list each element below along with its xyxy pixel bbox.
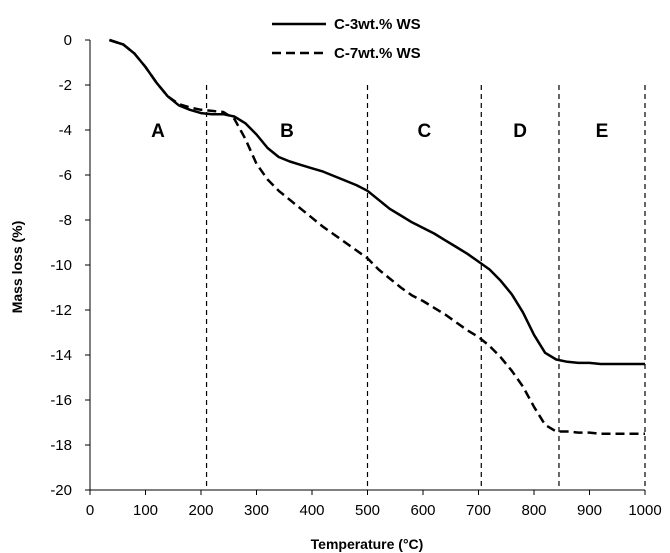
region-label-e: E [596,121,609,142]
x-tick-label: 100 [133,502,158,519]
x-tick-label: 600 [410,502,435,519]
x-tick-label: 900 [577,502,602,519]
series-lines [109,38,645,436]
legend-label-series-1: C-3wt.% WS [334,16,421,33]
region-label-b: B [280,121,294,142]
series-line-2 [109,38,645,436]
y-tick-label: -4 [59,122,72,139]
x-tick-label: 700 [466,502,491,519]
legend-label-series-2: C-7wt.% WS [334,45,421,62]
region-boundaries [205,85,646,490]
x-tick-label: 200 [188,502,213,519]
y-tick-label: -20 [50,482,72,499]
legend: C-3wt.% WS C-7wt.% WS [272,16,421,62]
y-tick-label: -18 [50,437,72,454]
x-tick-label: 500 [355,502,380,519]
y-tick-label: -16 [50,392,72,409]
y-tick-label: -2 [59,77,72,94]
y-tick-label: -6 [59,167,72,184]
x-tick-label: 400 [299,502,324,519]
y-tick-label: -8 [59,212,72,229]
region-labels: A B C D E [151,121,608,142]
series-line-1 [109,38,645,366]
region-label-a: A [151,121,165,142]
axes: 0 100 200 300 400 500 600 700 800 900 1000 0 -2 -4 -6 -… [50,32,661,519]
y-tick-label: -14 [50,347,72,364]
x-tick-label: 1000 [628,502,661,519]
y-tick-label: -12 [50,302,72,319]
region-label-d: D [513,121,527,142]
region-label-c: C [418,121,432,142]
x-tick-label: 0 [86,502,94,519]
y-axis-title: Mass loss (%) [9,221,25,314]
x-tick-label: 800 [521,502,546,519]
x-tick-label: 300 [244,502,269,519]
y-tick-label: 0 [64,32,72,49]
x-axis-title: Temperature (°C) [311,536,424,552]
y-tick-label: -10 [50,257,72,274]
